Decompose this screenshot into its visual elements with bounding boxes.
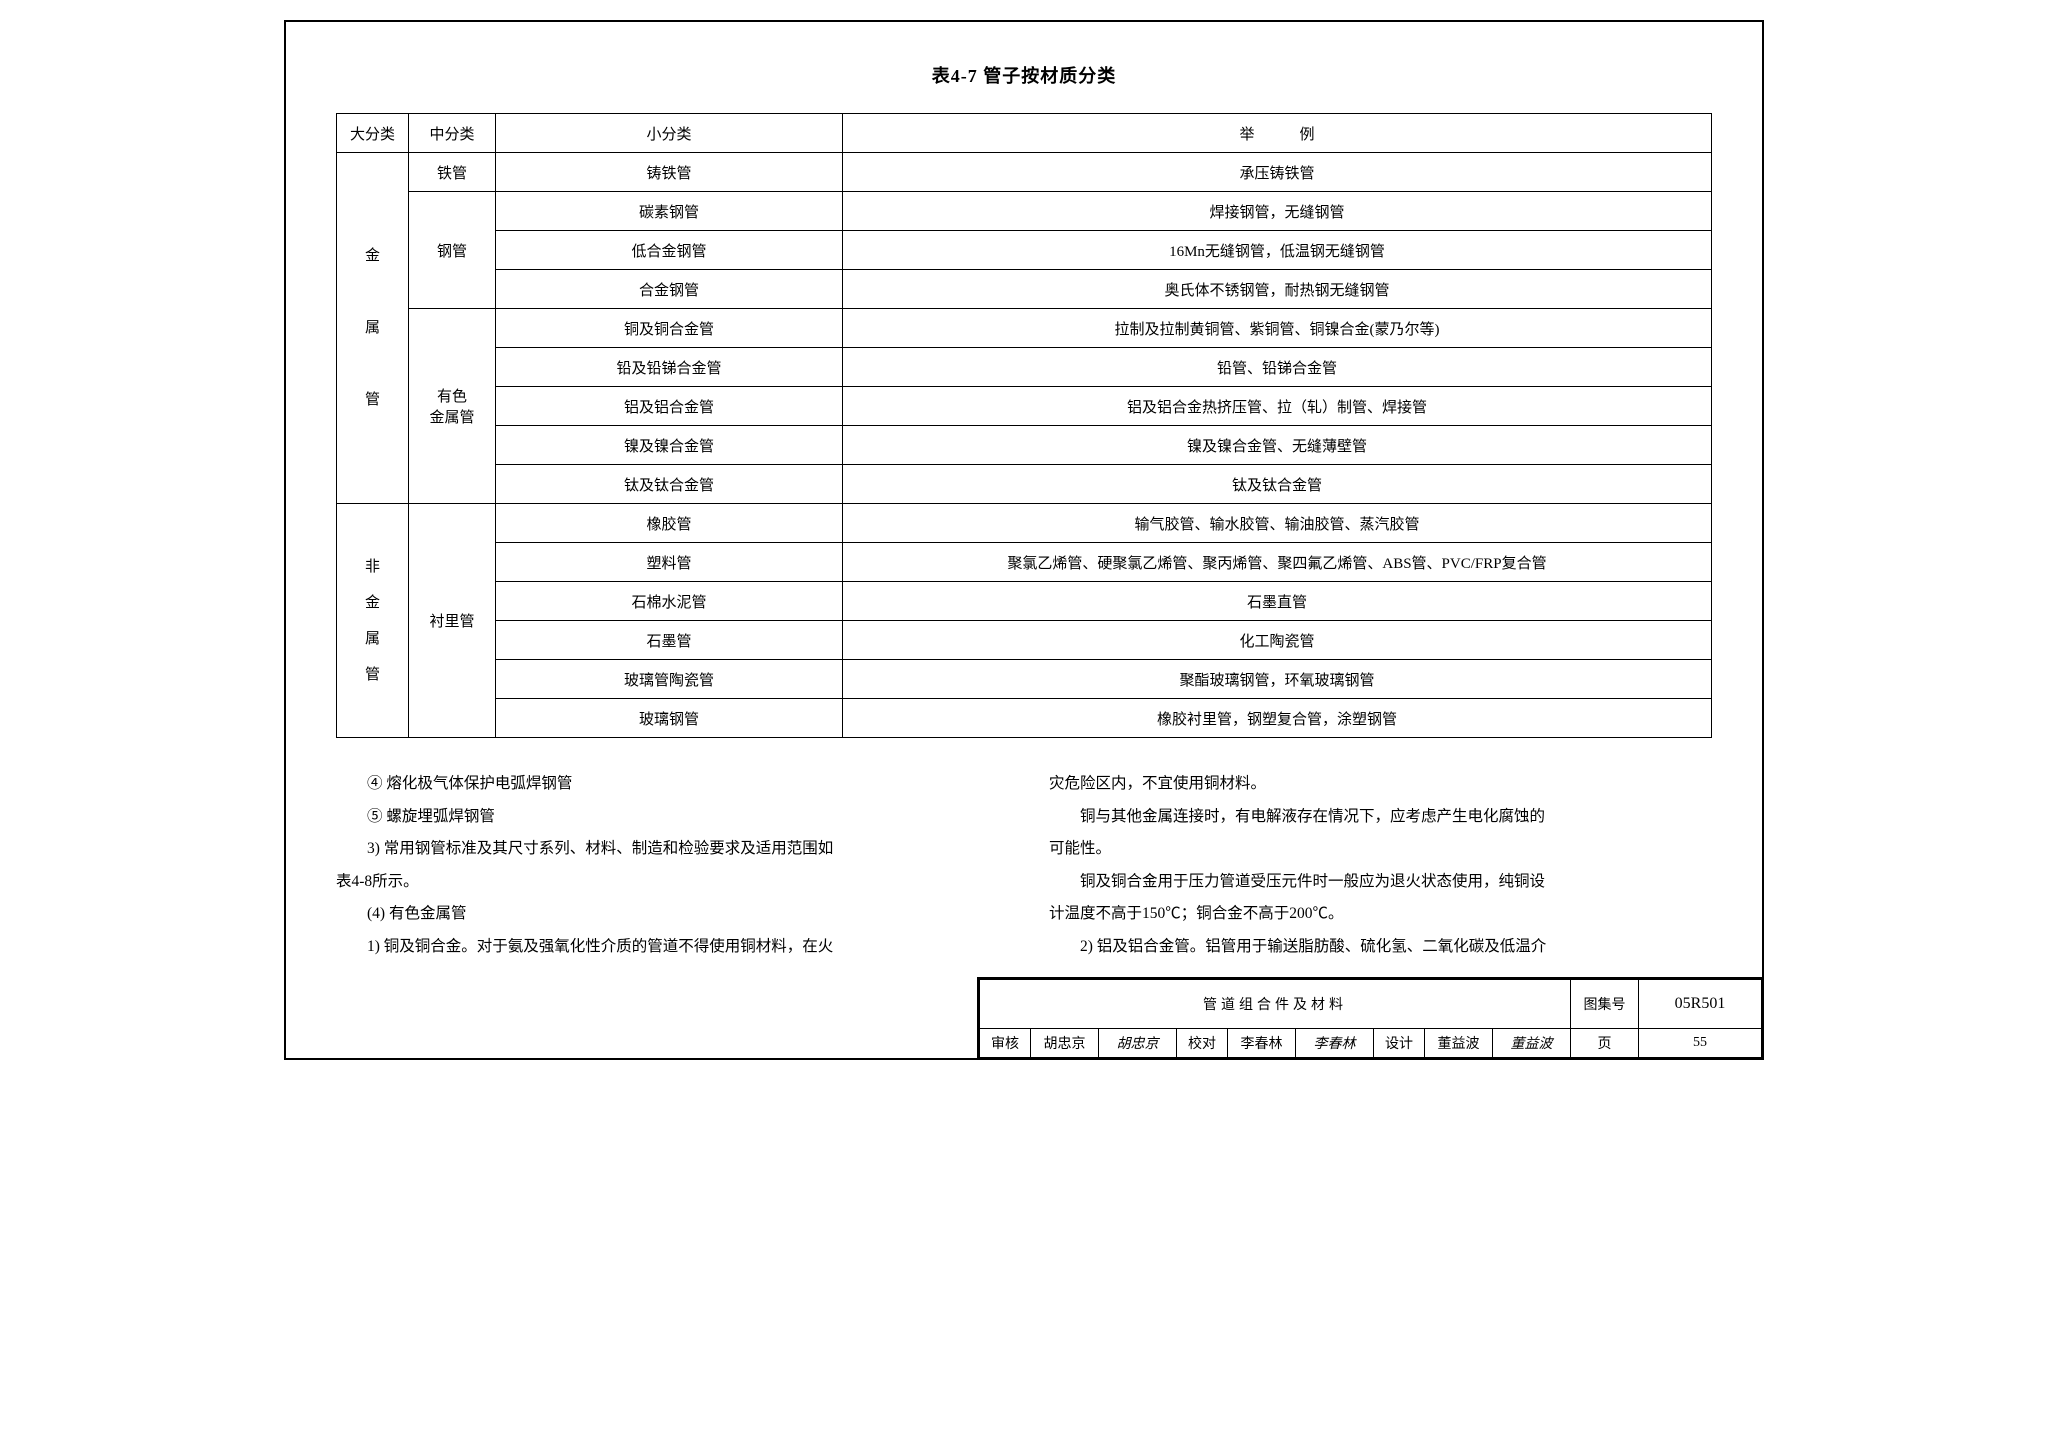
table-row: 玻璃钢管 橡胶衬里管，钢塑复合管，涂塑钢管 [337,699,1712,738]
tb-review-sig: 胡忠京 [1099,1029,1177,1058]
cell-minor: 铜及铜合金管 [496,309,843,348]
th-example: 举 例 [843,114,1712,153]
cell-minor: 铝及铝合金管 [496,387,843,426]
table-row: 镍及镍合金管 镍及镍合金管、无缝薄壁管 [337,426,1712,465]
cell-minor: 钛及钛合金管 [496,465,843,504]
cell-example: 铝及铝合金热挤压管、拉（轧）制管、焊接管 [843,387,1712,426]
table-row: 非金属管 衬里管 橡胶管 输气胶管、输水胶管、输油胶管、蒸汽胶管 [337,504,1712,543]
cell-example: 奥氏体不锈钢管，耐热钢无缝钢管 [843,270,1712,309]
table-row: 石棉水泥管 石墨直管 [337,582,1712,621]
mid-nonferrous: 有色金属管 [409,309,496,504]
para-line: ④ 熔化极气体保护电弧焊钢管 [336,768,999,801]
para-line: 灾危险区内，不宜使用铜材料。 [1049,768,1712,801]
cell-example: 焊接钢管，无缝钢管 [843,192,1712,231]
tb-review-label: 审核 [980,1029,1031,1058]
table-row: 合金钢管 奥氏体不锈钢管，耐热钢无缝钢管 [337,270,1712,309]
tb-page-label: 页 [1571,1029,1639,1058]
table-row: 塑料管 聚氯乙烯管、硬聚氯乙烯管、聚丙烯管、聚四氟乙烯管、ABS管、PVC/FR… [337,543,1712,582]
cell-example: 橡胶衬里管，钢塑复合管，涂塑钢管 [843,699,1712,738]
table-row: 有色金属管 铜及铜合金管 拉制及拉制黄铜管、紫铜管、铜镍合金(蒙乃尔等) [337,309,1712,348]
tb-design-label: 设计 [1374,1029,1425,1058]
mid-iron: 铁管 [409,153,496,192]
classification-table: 大分类 中分类 小分类 举 例 金属管 铁管 铸铁管 承压铸铁管 钢管 碳素钢管… [336,113,1712,738]
major-metal: 金属管 [337,153,409,504]
cell-example: 镍及镍合金管、无缝薄壁管 [843,426,1712,465]
mid-lining: 衬里管 [409,504,496,738]
cell-minor: 铸铁管 [496,153,843,192]
table-row: 铅及铅锑合金管 铅管、铅锑合金管 [337,348,1712,387]
th-mid: 中分类 [409,114,496,153]
cell-minor: 石棉水泥管 [496,582,843,621]
tb-check-label: 校对 [1177,1029,1228,1058]
table-row: 钢管 碳素钢管 焊接钢管，无缝钢管 [337,192,1712,231]
tb-check-sig: 李春林 [1296,1029,1374,1058]
title-block-table: 管道组合件及材料图集号05R501审核胡忠京胡忠京校对李春林李春林设计董益波董益… [979,979,1762,1058]
table-row: 玻璃管陶瓷管 聚酯玻璃钢管，环氧玻璃钢管 [337,660,1712,699]
table-row: 石墨管 化工陶瓷管 [337,621,1712,660]
tb-design-sig: 董益波 [1493,1029,1571,1058]
tb-page-no: 55 [1639,1029,1762,1058]
cell-example: 承压铸铁管 [843,153,1712,192]
cell-example: 石墨直管 [843,582,1712,621]
para-line: 1) 铜及铜合金。对于氨及强氧化性介质的管道不得使用铜材料，在火 [336,931,999,964]
table-row: 金属管 铁管 铸铁管 承压铸铁管 [337,153,1712,192]
cell-minor: 玻璃管陶瓷管 [496,660,843,699]
cell-minor: 低合金钢管 [496,231,843,270]
cell-minor: 合金钢管 [496,270,843,309]
header-row: 大分类 中分类 小分类 举 例 [337,114,1712,153]
para-line: 计温度不高于150℃；铜合金不高于200℃。 [1049,898,1712,931]
para-line: 铜及铜合金用于压力管道受压元件时一般应为退火状态使用，纯铜设 [1049,866,1712,899]
mid-steel: 钢管 [409,192,496,309]
th-minor: 小分类 [496,114,843,153]
cell-minor: 镍及镍合金管 [496,426,843,465]
cell-minor: 橡胶管 [496,504,843,543]
major-nonmetal: 非金属管 [337,504,409,738]
cell-example: 钛及钛合金管 [843,465,1712,504]
cell-minor: 石墨管 [496,621,843,660]
page-frame: 表4-7 管子按材质分类 大分类 中分类 小分类 举 例 金属管 铁管 铸铁管 … [284,20,1764,1060]
tb-main-title: 管道组合件及材料 [980,980,1571,1029]
table-row: 铝及铝合金管 铝及铝合金热挤压管、拉（轧）制管、焊接管 [337,387,1712,426]
cell-example: 聚氯乙烯管、硬聚氯乙烯管、聚丙烯管、聚四氟乙烯管、ABS管、PVC/FRP复合管 [843,543,1712,582]
para-line: 2) 铝及铝合金管。铝管用于输送脂肪酸、硫化氢、二氧化碳及低温介 [1049,931,1712,964]
cell-example: 拉制及拉制黄铜管、紫铜管、铜镍合金(蒙乃尔等) [843,309,1712,348]
cell-example: 聚酯玻璃钢管，环氧玻璃钢管 [843,660,1712,699]
para-line: 铜与其他金属连接时，有电解液存在情况下，应考虑产生电化腐蚀的 [1049,801,1712,834]
tb-fig-label: 图集号 [1571,980,1639,1029]
right-column: 灾危险区内，不宜使用铜材料。 铜与其他金属连接时，有电解液存在情况下，应考虑产生… [1049,768,1712,963]
tb-check-name: 李春林 [1228,1029,1296,1058]
left-column: ④ 熔化极气体保护电弧焊钢管 ⑤ 螺旋埋弧焊钢管 3) 常用钢管标准及其尺寸系列… [336,768,999,963]
para-line: ⑤ 螺旋埋弧焊钢管 [336,801,999,834]
cell-minor: 碳素钢管 [496,192,843,231]
tb-review-name: 胡忠京 [1031,1029,1099,1058]
para-line: 表4-8所示。 [336,866,999,899]
cell-example: 铅管、铅锑合金管 [843,348,1712,387]
body-text-columns: ④ 熔化极气体保护电弧焊钢管 ⑤ 螺旋埋弧焊钢管 3) 常用钢管标准及其尺寸系列… [336,768,1712,963]
cell-example: 16Mn无缝钢管，低温钢无缝钢管 [843,231,1712,270]
cell-minor: 玻璃钢管 [496,699,843,738]
tb-design-name: 董益波 [1425,1029,1493,1058]
table-title: 表4-7 管子按材质分类 [336,62,1712,88]
th-major: 大分类 [337,114,409,153]
cell-example: 输气胶管、输水胶管、输油胶管、蒸汽胶管 [843,504,1712,543]
table-row: 钛及钛合金管 钛及钛合金管 [337,465,1712,504]
para-line: 3) 常用钢管标准及其尺寸系列、材料、制造和检验要求及适用范围如 [336,833,999,866]
tb-fig-no: 05R501 [1639,980,1762,1029]
cell-minor: 铅及铅锑合金管 [496,348,843,387]
para-line: (4) 有色金属管 [336,898,999,931]
title-block: 管道组合件及材料图集号05R501审核胡忠京胡忠京校对李春林李春林设计董益波董益… [977,977,1764,1060]
cell-minor: 塑料管 [496,543,843,582]
para-line: 可能性。 [1049,833,1712,866]
cell-example: 化工陶瓷管 [843,621,1712,660]
table-row: 低合金钢管 16Mn无缝钢管，低温钢无缝钢管 [337,231,1712,270]
